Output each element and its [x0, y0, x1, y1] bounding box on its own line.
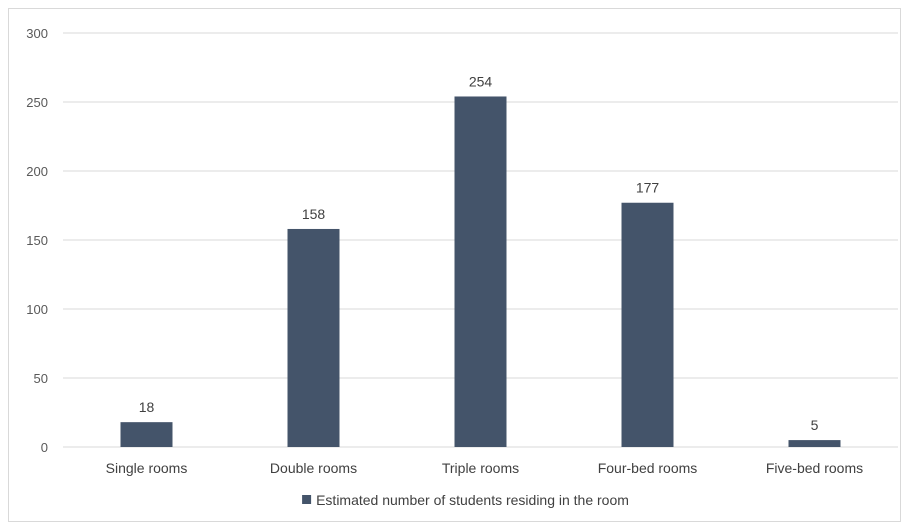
data-label: 254	[469, 73, 493, 89]
y-tick-label: 150	[26, 233, 48, 248]
y-tick-label: 250	[26, 95, 48, 110]
bar	[120, 422, 173, 447]
bar	[788, 440, 841, 447]
bar	[454, 96, 507, 447]
bar	[621, 202, 674, 447]
x-category-label: Triple rooms	[442, 460, 519, 476]
data-label: 18	[139, 399, 155, 415]
y-tick-label: 100	[26, 302, 48, 317]
bar	[287, 228, 340, 447]
y-tick-label: 300	[26, 26, 48, 41]
legend-label: Estimated number of students residing in…	[316, 492, 629, 508]
data-label: 177	[636, 180, 660, 196]
x-category-label: Single rooms	[106, 460, 188, 476]
x-category-label: Five-bed rooms	[766, 460, 863, 476]
x-category-label: Four-bed rooms	[598, 460, 698, 476]
x-category-label: Double rooms	[270, 460, 357, 476]
data-label: 5	[811, 417, 819, 433]
y-tick-label: 50	[34, 371, 48, 386]
legend-swatch	[302, 495, 312, 504]
y-tick-label: 200	[26, 164, 48, 179]
y-tick-label: 0	[41, 440, 48, 455]
data-label: 158	[302, 206, 326, 222]
